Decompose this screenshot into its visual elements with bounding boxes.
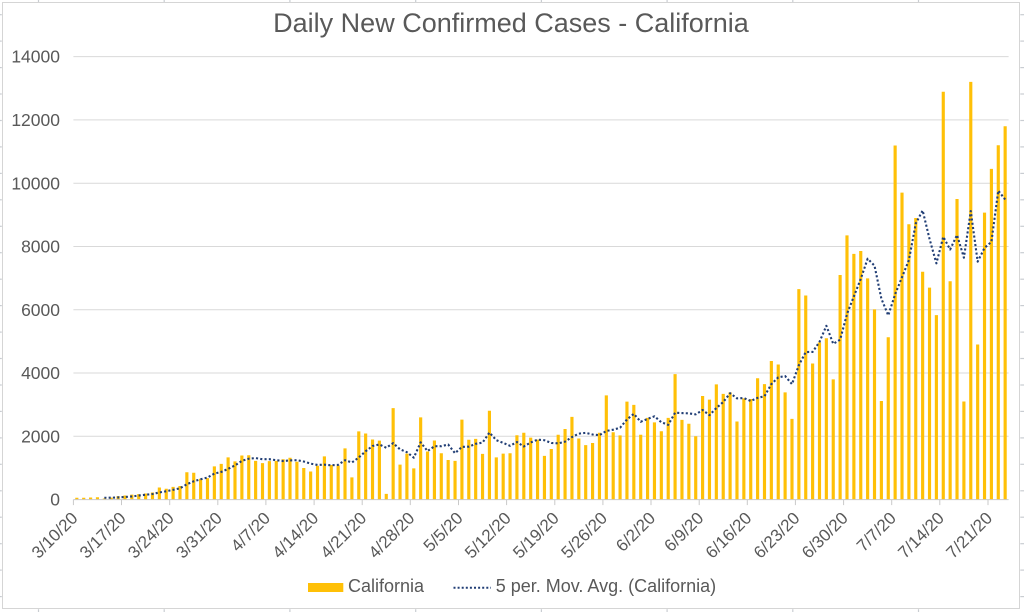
svg-text:2000: 2000: [21, 426, 60, 446]
svg-text:0: 0: [50, 490, 60, 510]
svg-text:12000: 12000: [11, 110, 60, 130]
svg-text:5 per. Mov. Avg. (California): 5 per. Mov. Avg. (California): [496, 576, 716, 596]
svg-text:8000: 8000: [21, 237, 60, 257]
svg-text:10000: 10000: [11, 173, 60, 193]
svg-text:Daily New Confirmed Cases - Ca: Daily New Confirmed Cases - California: [273, 8, 750, 38]
svg-text:California: California: [348, 576, 425, 596]
svg-text:4000: 4000: [21, 363, 60, 383]
svg-text:6000: 6000: [21, 300, 60, 320]
svg-text:14000: 14000: [11, 47, 60, 67]
